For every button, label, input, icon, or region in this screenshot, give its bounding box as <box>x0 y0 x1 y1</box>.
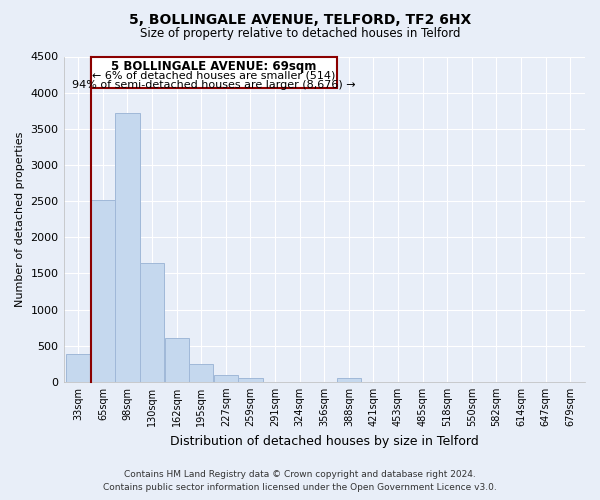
Bar <box>337 378 361 382</box>
Text: 5 BOLLINGALE AVENUE: 69sqm: 5 BOLLINGALE AVENUE: 69sqm <box>111 60 317 74</box>
Bar <box>91 200 115 382</box>
Bar <box>140 263 164 382</box>
X-axis label: Distribution of detached houses by size in Telford: Distribution of detached houses by size … <box>170 434 479 448</box>
Bar <box>214 374 238 382</box>
Bar <box>189 364 214 382</box>
Bar <box>164 338 189 382</box>
Bar <box>238 378 263 382</box>
Text: Contains HM Land Registry data © Crown copyright and database right 2024.
Contai: Contains HM Land Registry data © Crown c… <box>103 470 497 492</box>
Bar <box>66 354 91 382</box>
Text: ← 6% of detached houses are smaller (514): ← 6% of detached houses are smaller (514… <box>92 70 335 81</box>
Text: Size of property relative to detached houses in Telford: Size of property relative to detached ho… <box>140 28 460 40</box>
FancyBboxPatch shape <box>91 56 337 88</box>
Y-axis label: Number of detached properties: Number of detached properties <box>15 132 25 307</box>
Text: 5, BOLLINGALE AVENUE, TELFORD, TF2 6HX: 5, BOLLINGALE AVENUE, TELFORD, TF2 6HX <box>129 12 471 26</box>
Bar <box>115 113 140 382</box>
Text: 94% of semi-detached houses are larger (8,676) →: 94% of semi-detached houses are larger (… <box>72 80 356 90</box>
